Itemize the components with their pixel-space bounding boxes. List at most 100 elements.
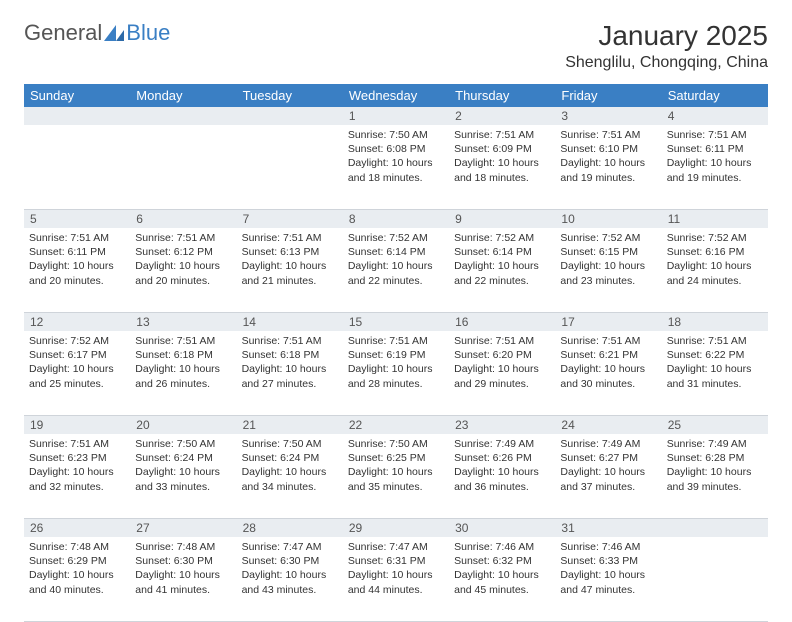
day-cell: Sunrise: 7:46 AMSunset: 6:33 PMDaylight:… — [555, 537, 661, 621]
day-number: 26 — [24, 519, 130, 537]
sunrise-line: Sunrise: 7:52 AM — [667, 231, 763, 245]
sunset-line: Sunset: 6:25 PM — [348, 451, 444, 465]
day-header-cell: Sunday — [24, 84, 130, 107]
sunset-line: Sunset: 6:14 PM — [454, 245, 550, 259]
sunset-line: Sunset: 6:31 PM — [348, 554, 444, 568]
sunset-line: Sunset: 6:28 PM — [667, 451, 763, 465]
daylight-line: Daylight: 10 hours and 27 minutes. — [242, 362, 338, 390]
daylight-line: Daylight: 10 hours and 33 minutes. — [135, 465, 231, 493]
day-cell: Sunrise: 7:51 AMSunset: 6:12 PMDaylight:… — [130, 228, 236, 312]
day-cell: Sunrise: 7:50 AMSunset: 6:08 PMDaylight:… — [343, 125, 449, 209]
daylight-line: Daylight: 10 hours and 37 minutes. — [560, 465, 656, 493]
day-cell: Sunrise: 7:47 AMSunset: 6:30 PMDaylight:… — [237, 537, 343, 621]
day-cell: Sunrise: 7:49 AMSunset: 6:26 PMDaylight:… — [449, 434, 555, 518]
day-number: 16 — [449, 313, 555, 331]
day-number: 10 — [555, 210, 661, 228]
sunset-line: Sunset: 6:11 PM — [29, 245, 125, 259]
daylight-line: Daylight: 10 hours and 18 minutes. — [348, 156, 444, 184]
daylight-line: Daylight: 10 hours and 19 minutes. — [667, 156, 763, 184]
daylight-line: Daylight: 10 hours and 35 minutes. — [348, 465, 444, 493]
day-number-row: 567891011 — [24, 210, 768, 228]
sunset-line: Sunset: 6:16 PM — [667, 245, 763, 259]
day-cell — [130, 125, 236, 209]
sunrise-line: Sunrise: 7:48 AM — [29, 540, 125, 554]
sunset-line: Sunset: 6:18 PM — [135, 348, 231, 362]
day-cell: Sunrise: 7:47 AMSunset: 6:31 PMDaylight:… — [343, 537, 449, 621]
day-header-cell: Thursday — [449, 84, 555, 107]
day-number: 22 — [343, 416, 449, 434]
day-number: 11 — [662, 210, 768, 228]
sunrise-line: Sunrise: 7:46 AM — [560, 540, 656, 554]
sunset-line: Sunset: 6:23 PM — [29, 451, 125, 465]
week-row: Sunrise: 7:51 AMSunset: 6:11 PMDaylight:… — [24, 228, 768, 313]
daylight-line: Daylight: 10 hours and 20 minutes. — [135, 259, 231, 287]
day-number: 24 — [555, 416, 661, 434]
day-cell: Sunrise: 7:49 AMSunset: 6:28 PMDaylight:… — [662, 434, 768, 518]
sunset-line: Sunset: 6:30 PM — [242, 554, 338, 568]
sunrise-line: Sunrise: 7:50 AM — [135, 437, 231, 451]
day-number: 13 — [130, 313, 236, 331]
sunrise-line: Sunrise: 7:51 AM — [29, 231, 125, 245]
week-row: Sunrise: 7:51 AMSunset: 6:23 PM Daylight:… — [24, 434, 768, 519]
day-cell: Sunrise: 7:51 AMSunset: 6:19 PMDaylight:… — [343, 331, 449, 415]
sunset-line: Sunset: 6:11 PM — [667, 142, 763, 156]
day-header-cell: Wednesday — [343, 84, 449, 107]
sunrise-line: Sunrise: 7:51 AM — [135, 334, 231, 348]
day-cell: Sunrise: 7:51 AMSunset: 6:22 PMDaylight:… — [662, 331, 768, 415]
logo-text-1: General — [24, 20, 102, 46]
day-number-row: 262728293031 — [24, 519, 768, 537]
sunset-line: Sunset: 6:15 PM — [560, 245, 656, 259]
daylight-line: Daylight: 10 hours and 22 minutes. — [348, 259, 444, 287]
sunset-line: Sunset: 6:22 PM — [667, 348, 763, 362]
day-number: 30 — [449, 519, 555, 537]
sunset-line: Sunset: 6:13 PM — [242, 245, 338, 259]
day-cell: Sunrise: 7:51 AMSunset: 6:21 PMDaylight:… — [555, 331, 661, 415]
day-number: 14 — [237, 313, 343, 331]
day-number: 19 — [24, 416, 130, 434]
sunrise-line: Sunrise: 7:51 AM — [348, 334, 444, 348]
daylight-line: Daylight: 10 hours and 26 minutes. — [135, 362, 231, 390]
day-cell — [237, 125, 343, 209]
sunrise-line: Sunrise: 7:52 AM — [560, 231, 656, 245]
daylight-line: Daylight: 10 hours and 30 minutes. — [560, 362, 656, 390]
sunrise-line: Sunrise: 7:51 AM — [135, 231, 231, 245]
daylight-line: Daylight: 10 hours and 23 minutes. — [560, 259, 656, 287]
logo-triangle-icon — [104, 25, 124, 41]
day-cell: Sunrise: 7:50 AMSunset: 6:25 PMDaylight:… — [343, 434, 449, 518]
sunrise-line: Sunrise: 7:52 AM — [348, 231, 444, 245]
daylight-line: Daylight: 10 hours and 40 minutes. — [29, 568, 125, 596]
sunrise-line: Sunrise: 7:51 AM — [29, 437, 125, 451]
daylight-line: Daylight: 10 hours and 45 minutes. — [454, 568, 550, 596]
sunset-line: Sunset: 6:29 PM — [29, 554, 125, 568]
header: General Blue January 2025 Shenglilu, Cho… — [24, 20, 768, 72]
daylight-line: Daylight: 10 hours and 43 minutes. — [242, 568, 338, 596]
day-number-row: 19202122232425 — [24, 416, 768, 434]
day-cell: Sunrise: 7:52 AMSunset: 6:15 PMDaylight:… — [555, 228, 661, 312]
day-cell: Sunrise: 7:51 AMSunset: 6:11 PMDaylight:… — [662, 125, 768, 209]
day-cell: Sunrise: 7:48 AMSunset: 6:30 PMDaylight:… — [130, 537, 236, 621]
sunrise-line: Sunrise: 7:51 AM — [454, 128, 550, 142]
week-row: Sunrise: 7:52 AMSunset: 6:17 PMDaylight:… — [24, 331, 768, 416]
day-header-cell: Saturday — [662, 84, 768, 107]
day-number-row: 12131415161718 — [24, 313, 768, 331]
daylight-line: Daylight: 10 hours and 31 minutes. — [667, 362, 763, 390]
sunrise-line: Sunrise: 7:46 AM — [454, 540, 550, 554]
day-number: 25 — [662, 416, 768, 434]
sunset-line: Sunset: 6:08 PM — [348, 142, 444, 156]
daylight-line: Daylight: 10 hours and 24 minutes. — [667, 259, 763, 287]
sunrise-line: Sunrise: 7:52 AM — [454, 231, 550, 245]
day-number: 5 — [24, 210, 130, 228]
day-cell: Sunrise: 7:51 AMSunset: 6:23 PMDaylight:… — [24, 434, 130, 518]
daylight-line: Daylight: 10 hours and 20 minutes. — [29, 259, 125, 287]
daylight-line: Daylight: 10 hours and 39 minutes. — [667, 465, 763, 493]
sunrise-line: Sunrise: 7:49 AM — [454, 437, 550, 451]
daylight-line: Daylight: 10 hours and 19 minutes. — [560, 156, 656, 184]
day-number: 27 — [130, 519, 236, 537]
month-title: January 2025 — [565, 20, 768, 52]
sunrise-line: Sunrise: 7:49 AM — [667, 437, 763, 451]
daylight-line: Daylight: 10 hours and 41 minutes. — [135, 568, 231, 596]
week-row: Sunrise: 7:50 AMSunset: 6:08 PMDaylight:… — [24, 125, 768, 210]
daylight-line: Daylight: 10 hours and 44 minutes. — [348, 568, 444, 596]
day-number: 18 — [662, 313, 768, 331]
day-cell: Sunrise: 7:51 AMSunset: 6:09 PMDaylight:… — [449, 125, 555, 209]
